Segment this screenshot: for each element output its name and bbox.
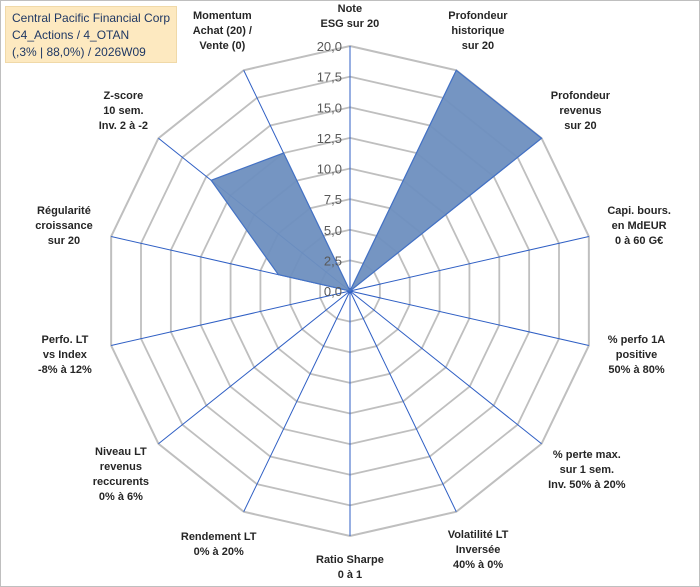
axis-label: Profondeur revenus sur 20 <box>551 89 610 134</box>
tick-label: 20,0 <box>317 39 342 54</box>
axis-label: Niveau LT revenus reccurents 0% à 6% <box>93 445 149 505</box>
axis-label-line: 40% à 0% <box>452 559 504 572</box>
tick-label: 7,5 <box>324 192 342 207</box>
tick-label: 12,5 <box>317 131 342 146</box>
axis-label-line: Niveau LT <box>95 445 147 458</box>
axis-label: Volatilité LT Inversée 40% à 0% <box>448 528 509 573</box>
axis-label-line: Volatilité LT <box>447 529 509 542</box>
axis-label-line: % perte max. <box>552 449 621 462</box>
tick-label: 15,0 <box>317 100 342 115</box>
axis-label-line: 10 sem. <box>103 104 144 117</box>
axis-label-line: sur 1 sem. <box>559 464 615 477</box>
axis-label: Régularité croissance sur 20 <box>35 204 92 249</box>
data-area <box>210 69 543 293</box>
axis-label-line: 0 à 1 <box>337 569 363 581</box>
axis-label-line: Momentum <box>193 9 252 22</box>
axis-label-line: vs Index <box>42 348 87 361</box>
tick-label: 5,0 <box>324 223 342 238</box>
axis-label-line: -8% à 12% <box>38 363 92 376</box>
axis-label-line: en MdEUR <box>611 220 667 233</box>
tick-label: 17,5 <box>317 70 342 85</box>
axis-label-line: croissance <box>35 220 93 233</box>
axis-label: Momentum Achat (20) / Vente (0) <box>193 9 252 54</box>
axis-label-line: Z-score <box>103 89 144 102</box>
axis-label-line: sur 20 <box>47 235 81 248</box>
title-box: Central Pacific Financial Corp C4_Action… <box>5 6 177 63</box>
axis-spoke <box>349 290 589 347</box>
axis-label: Capi. bours. en MdEUR 0 à 60 G€ <box>607 204 671 249</box>
axis-label-line: 0% à 6% <box>98 490 143 503</box>
axis-label: Ratio Sharpe 0 à 1 <box>316 553 384 583</box>
axis-label-line: Rendement LT <box>180 530 257 543</box>
axis-label-line: revenus <box>99 460 142 473</box>
axis-label: Z-score 10 sem. Inv. 2 à -2 <box>99 89 148 134</box>
title-category: C4_Actions / 4_OTAN <box>12 28 130 42</box>
axis-spoke <box>111 290 351 347</box>
title-company: Central Pacific Financial Corp <box>12 11 171 25</box>
title-stats: (,3% | 88,0%) / 2026W09 <box>12 45 146 59</box>
axis-label-line: Régularité <box>37 205 91 218</box>
axis-label-line: historique <box>451 24 505 37</box>
axis-label-line: Inv. 50% à 20% <box>548 479 626 492</box>
axis-spoke <box>349 290 542 445</box>
axis-label-line: Profondeur <box>448 9 508 22</box>
axis-label: Perfo. LT vs Index -8% à 12% <box>38 333 92 378</box>
axis-label-line: % perfo 1A <box>607 333 666 346</box>
axis-spoke <box>349 235 589 292</box>
axis-label-line: Note <box>337 3 363 15</box>
axis-label-line: positive <box>615 348 658 361</box>
tick-label: 2,5 <box>324 253 342 268</box>
axis-label: Profondeur historique sur 20 <box>448 9 507 54</box>
axis-label-line: reccurents <box>92 475 150 488</box>
axis-label-line: sur 20 <box>564 119 597 132</box>
axis-label-line: 50% à 80% <box>608 363 665 376</box>
axis-label-line: Inv. 2 à -2 <box>98 119 149 132</box>
axis-label-line: sur 20 <box>461 39 495 52</box>
axis-spoke <box>243 290 351 512</box>
axis-label-line: 0 à 60 G€ <box>614 235 664 248</box>
axis-label-line: Inversée <box>455 544 501 557</box>
axis-label-line: Achat (20) / <box>192 24 252 37</box>
axis-label: % perfo 1A positive 50% à 80% <box>608 333 665 378</box>
axis-label-line: Perfo. LT <box>41 333 89 346</box>
axis-label: Note ESG sur 20 <box>321 2 380 32</box>
axis-label-line: 0% à 20% <box>193 545 244 558</box>
axis-label: % perte max. sur 1 sem. Inv. 50% à 20% <box>548 448 625 493</box>
axis-label: Rendement LT 0% à 20% <box>181 530 257 560</box>
axis-label-line: Capi. bours. <box>607 205 671 218</box>
axis-spoke <box>158 290 351 445</box>
tick-label: 0,0 <box>324 284 342 299</box>
axis-label-line: Profondeur <box>550 89 611 102</box>
tick-label: 10,0 <box>317 162 342 177</box>
axis-label-line: ESG sur 20 <box>320 18 380 30</box>
axis-label-line: Ratio Sharpe <box>316 554 384 566</box>
axis-label-line: Vente (0) <box>199 39 246 52</box>
axis-spoke <box>349 290 457 512</box>
axis-label-line: revenus <box>559 104 602 117</box>
